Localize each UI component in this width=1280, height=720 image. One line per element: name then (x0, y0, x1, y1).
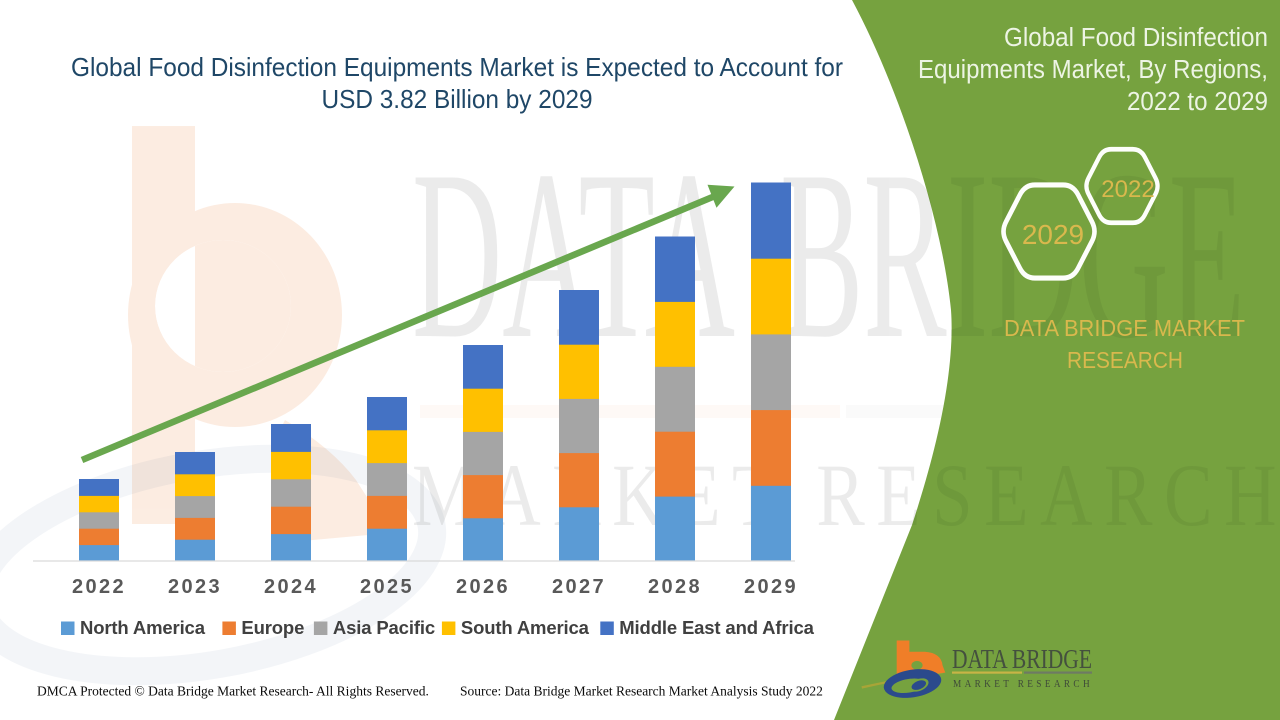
svg-text:North America: North America (80, 617, 206, 638)
svg-text:2024: 2024 (264, 576, 318, 598)
svg-text:South America: South America (461, 617, 590, 638)
svg-text:Europe: Europe (241, 617, 304, 638)
svg-text:USD 3.82 Billion by 2029: USD 3.82 Billion by 2029 (322, 84, 593, 114)
svg-text:Global Food Disinfection Equip: Global Food Disinfection Equipments Mark… (71, 52, 843, 82)
svg-text:2027: 2027 (552, 576, 606, 598)
svg-text:DMCA Protected © Data Bridge M: DMCA Protected © Data Bridge Market Rese… (37, 684, 429, 699)
svg-text:2029: 2029 (744, 576, 798, 598)
svg-text:2023: 2023 (168, 576, 222, 598)
svg-text:2022: 2022 (1101, 176, 1154, 203)
svg-text:2026: 2026 (456, 576, 510, 598)
svg-text:2022 to 2029: 2022 to 2029 (1127, 88, 1268, 116)
svg-text:DATA BRIDGE: DATA BRIDGE (952, 644, 1092, 674)
svg-text:2025: 2025 (360, 576, 414, 598)
svg-text:2029: 2029 (1022, 219, 1084, 250)
svg-text:Equipments Market, By Regions,: Equipments Market, By Regions, (918, 56, 1268, 84)
svg-text:MARKET RESEARCH: MARKET RESEARCH (953, 678, 1093, 690)
svg-text:2028: 2028 (648, 576, 702, 598)
svg-text:Source: Data Bridge Market Res: Source: Data Bridge Market Research Mark… (460, 684, 823, 699)
svg-text:Asia Pacific: Asia Pacific (333, 617, 435, 638)
svg-text:RESEARCH: RESEARCH (1067, 347, 1183, 373)
svg-text:DATA BRIDGE MARKET: DATA BRIDGE MARKET (1004, 315, 1245, 341)
svg-text:Middle East and Africa: Middle East and Africa (619, 617, 814, 638)
svg-text:Global Food Disinfection: Global Food Disinfection (1004, 24, 1268, 52)
svg-text:2022: 2022 (72, 576, 126, 598)
